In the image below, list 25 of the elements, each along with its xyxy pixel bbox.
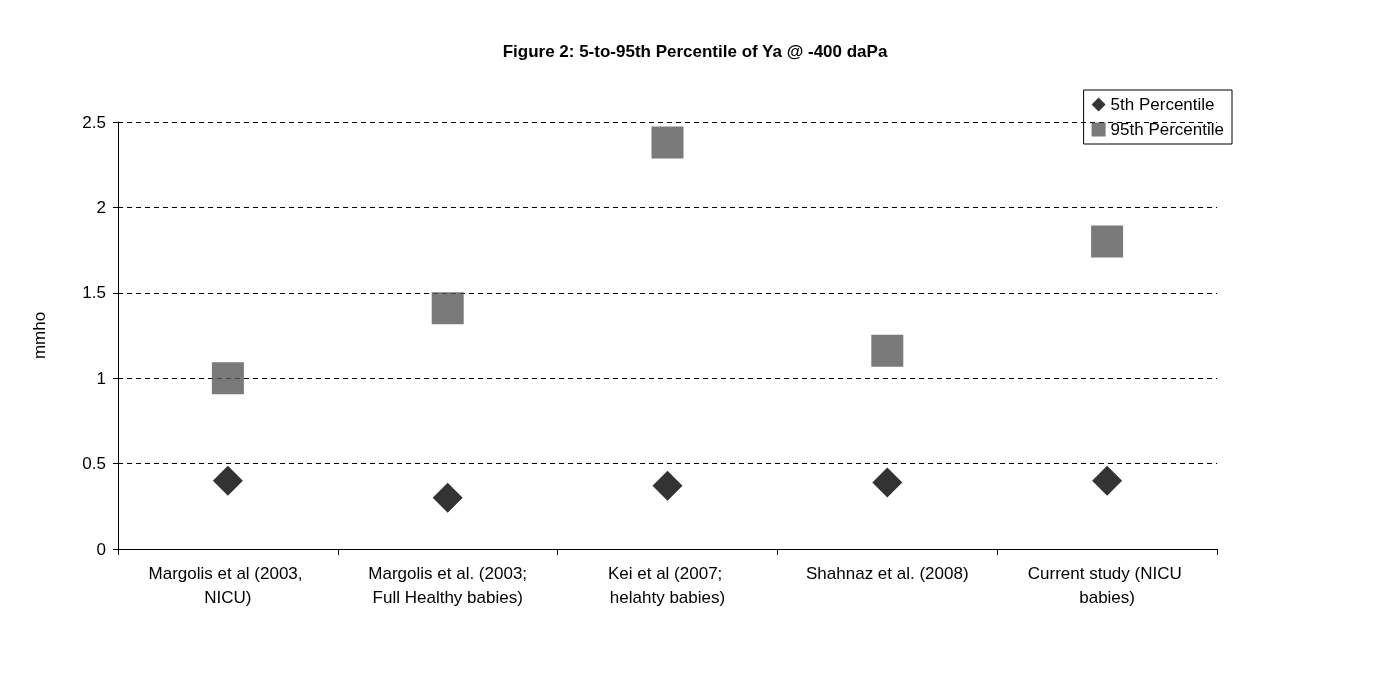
y-axis-title: mmho (30, 311, 49, 360)
chart-title: Figure 2: 5-to-95th Percentile of Ya @ -400 daPa (502, 42, 888, 61)
y-tick-label: 0.5 (82, 454, 106, 474)
y-tick-label: 2.5 (82, 112, 106, 132)
x-tick-label: Shahnaz et al. (2008) (806, 563, 969, 583)
y-tick-label: 0 (96, 539, 106, 559)
point (651, 126, 684, 159)
x-tick-label: Margolis et al. (2003;Full Healthy babies) (368, 563, 528, 607)
y-tick-label: 1.5 (82, 283, 106, 303)
x-tick-label: Margolis et al (2003, NICU) (148, 563, 308, 607)
point (1092, 465, 1123, 496)
point (211, 362, 244, 395)
legend-label: 5th Percentile (1110, 95, 1215, 114)
point (871, 334, 904, 367)
y-tick-label: 2 (96, 197, 106, 217)
point (1091, 225, 1124, 258)
point (212, 465, 243, 496)
x-tick-label: Current study (NICU babies) (1027, 563, 1187, 607)
point (432, 482, 463, 513)
point (872, 467, 903, 498)
point (652, 470, 683, 501)
legend-label: 95th Percentile (1110, 120, 1224, 139)
point (431, 292, 464, 325)
x-tick-label: Kei et al (2007; helahty babies) (607, 563, 728, 607)
y-tick-label: 1 (96, 368, 106, 388)
